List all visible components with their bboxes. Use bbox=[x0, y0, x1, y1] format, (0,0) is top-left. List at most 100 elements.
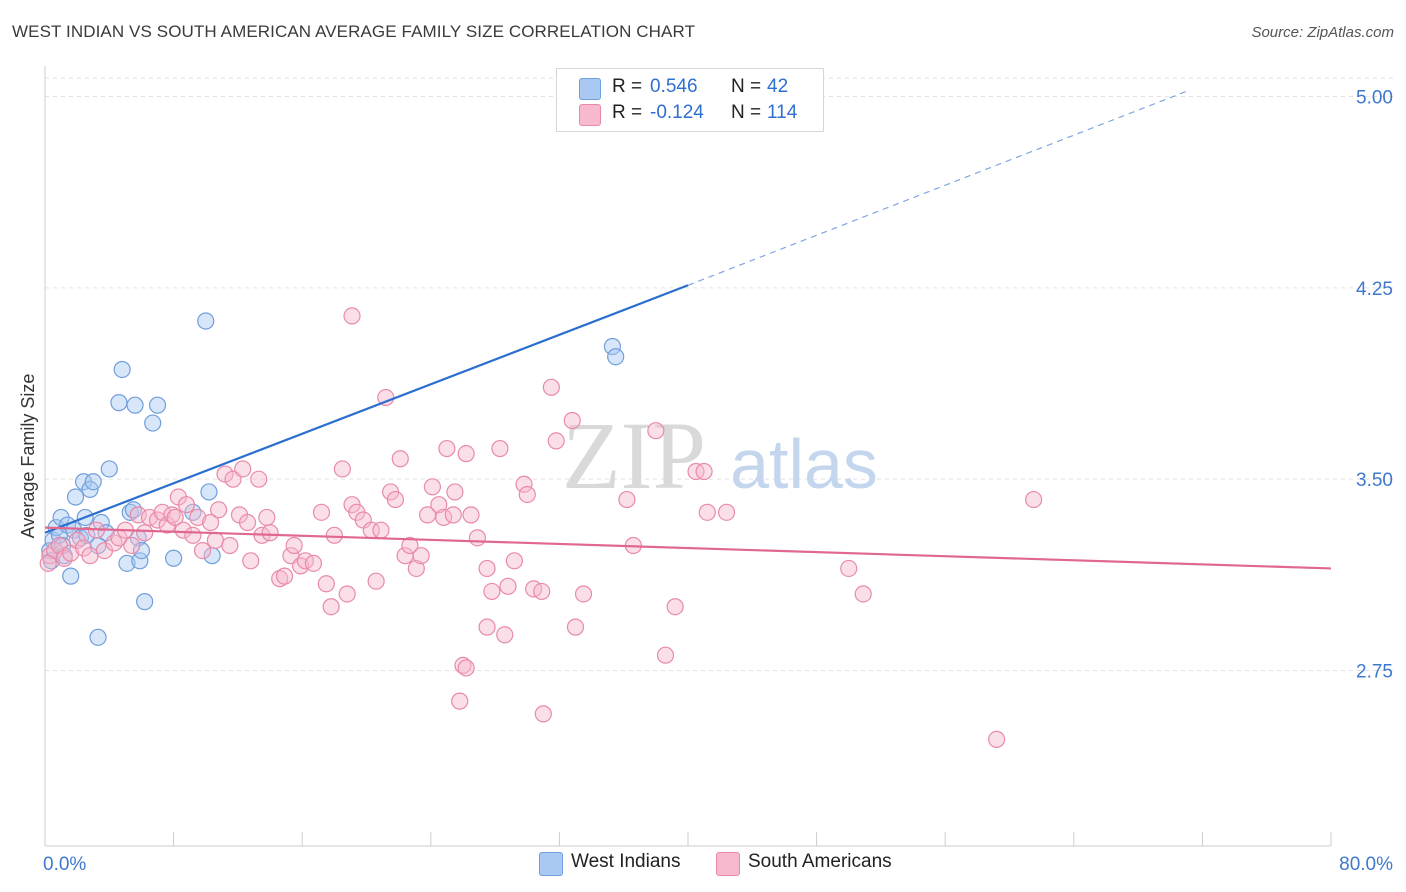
legend-n-value: 42 bbox=[767, 76, 789, 97]
point-south-americans bbox=[304, 554, 323, 572]
point-south-americans bbox=[129, 506, 147, 524]
y-tick-label: 3.50 bbox=[1356, 470, 1393, 491]
point-south-americans bbox=[446, 483, 464, 501]
point-south-americans bbox=[221, 536, 239, 555]
point-south-americans bbox=[177, 496, 196, 514]
watermark-atlas: atlas bbox=[730, 425, 878, 503]
point-south-americans bbox=[1025, 490, 1043, 509]
point-south-americans bbox=[423, 478, 442, 496]
point-south-americans bbox=[338, 585, 356, 603]
point-west-indians bbox=[118, 554, 136, 572]
point-west-indians bbox=[89, 628, 107, 646]
point-west-indians bbox=[110, 394, 128, 412]
point-south-americans bbox=[291, 557, 310, 575]
point-south-americans bbox=[534, 705, 552, 723]
legend-label-west-indians: West Indians bbox=[571, 851, 681, 872]
point-south-americans bbox=[123, 536, 141, 555]
point-south-americans bbox=[261, 524, 279, 542]
point-south-americans bbox=[275, 567, 294, 585]
point-west-indians bbox=[144, 414, 162, 432]
correlation-legend: R = 0.546 N = 42 R = -0.124 N = 114 bbox=[556, 68, 824, 132]
point-south-americans bbox=[618, 490, 636, 509]
point-south-americans bbox=[136, 524, 154, 542]
legend-n-label: N = bbox=[731, 102, 762, 123]
point-south-americans bbox=[343, 307, 361, 325]
point-south-americans bbox=[457, 659, 475, 677]
legend-swatch-west-indians bbox=[539, 852, 563, 876]
point-south-americans bbox=[499, 577, 517, 595]
point-south-americans bbox=[854, 585, 872, 603]
chart-title: WEST INDIAN VS SOUTH AMERICAN AVERAGE FA… bbox=[12, 22, 696, 41]
point-west-indians bbox=[113, 360, 131, 379]
point-west-indians bbox=[84, 473, 102, 491]
point-south-americans bbox=[238, 513, 257, 532]
y-tick-label: 5.00 bbox=[1356, 88, 1393, 109]
point-south-americans bbox=[333, 460, 351, 478]
legend-swatch-west-indians bbox=[579, 78, 601, 100]
point-west-indians bbox=[126, 396, 144, 414]
point-south-americans bbox=[547, 432, 565, 450]
x-tick-label: 80.0% bbox=[1339, 854, 1393, 875]
point-south-americans bbox=[201, 513, 220, 532]
point-south-americans bbox=[483, 582, 501, 601]
point-south-americans bbox=[666, 598, 684, 616]
point-south-americans bbox=[542, 378, 560, 396]
point-south-americans bbox=[518, 485, 536, 504]
y-axis-label: Average Family Size bbox=[18, 374, 38, 539]
trendline-west-indians bbox=[44, 284, 689, 534]
legend-label-south-americans: South Americans bbox=[748, 851, 892, 872]
watermark: ZIP atlas bbox=[562, 402, 878, 509]
point-west-indians bbox=[148, 396, 167, 414]
point-south-americans bbox=[438, 439, 456, 458]
point-west-indians bbox=[62, 567, 80, 585]
point-south-americans bbox=[478, 559, 496, 578]
point-west-indians bbox=[607, 348, 625, 366]
point-south-americans bbox=[166, 508, 184, 527]
x-tick-label: 0.0% bbox=[43, 854, 86, 875]
legend-r-value: -0.124 bbox=[650, 102, 704, 123]
point-south-americans bbox=[81, 547, 99, 565]
point-south-americans bbox=[210, 501, 228, 519]
point-south-americans bbox=[386, 490, 405, 509]
point-south-americans bbox=[193, 541, 212, 560]
point-west-indians bbox=[124, 501, 143, 519]
point-south-americans bbox=[457, 445, 475, 463]
point-south-americans bbox=[184, 526, 202, 544]
legend-r-label: R = bbox=[612, 76, 643, 97]
point-south-americans bbox=[563, 411, 581, 430]
point-south-americans bbox=[462, 506, 480, 524]
trendline-west-indians-extension bbox=[687, 90, 1187, 286]
legend-n-label: N = bbox=[731, 76, 762, 97]
point-west-indians bbox=[78, 526, 96, 544]
point-south-americans bbox=[533, 582, 551, 601]
point-south-americans bbox=[105, 534, 123, 552]
point-south-americans bbox=[174, 521, 192, 539]
point-south-americans bbox=[454, 656, 472, 674]
point-south-americans bbox=[515, 475, 533, 493]
source-credit: Source: ZipAtlas.com bbox=[1251, 24, 1394, 41]
point-south-americans bbox=[322, 598, 340, 616]
point-south-americans bbox=[242, 552, 260, 570]
point-south-americans bbox=[250, 470, 268, 488]
point-south-americans bbox=[988, 730, 1006, 748]
point-south-americans bbox=[163, 506, 181, 524]
point-south-americans bbox=[271, 570, 289, 588]
point-west-indians bbox=[165, 549, 183, 567]
point-south-americans bbox=[39, 554, 57, 572]
legend-r-label: R = bbox=[612, 102, 643, 123]
point-south-americans bbox=[430, 496, 448, 514]
point-south-americans bbox=[717, 503, 736, 521]
point-south-americans bbox=[258, 508, 276, 527]
point-south-americans bbox=[153, 503, 171, 521]
point-south-americans bbox=[407, 559, 425, 578]
point-south-americans bbox=[391, 450, 409, 468]
legend-swatch-south-americans bbox=[716, 852, 740, 876]
point-south-americans bbox=[505, 552, 523, 570]
point-west-indians bbox=[603, 337, 622, 356]
y-tick-label: 4.25 bbox=[1356, 279, 1393, 300]
point-west-indians bbox=[197, 312, 215, 330]
watermark-zip: ZIP bbox=[562, 402, 706, 509]
trendline-south-americans bbox=[44, 526, 1332, 570]
point-west-indians bbox=[136, 593, 154, 611]
point-south-americans bbox=[656, 646, 675, 664]
